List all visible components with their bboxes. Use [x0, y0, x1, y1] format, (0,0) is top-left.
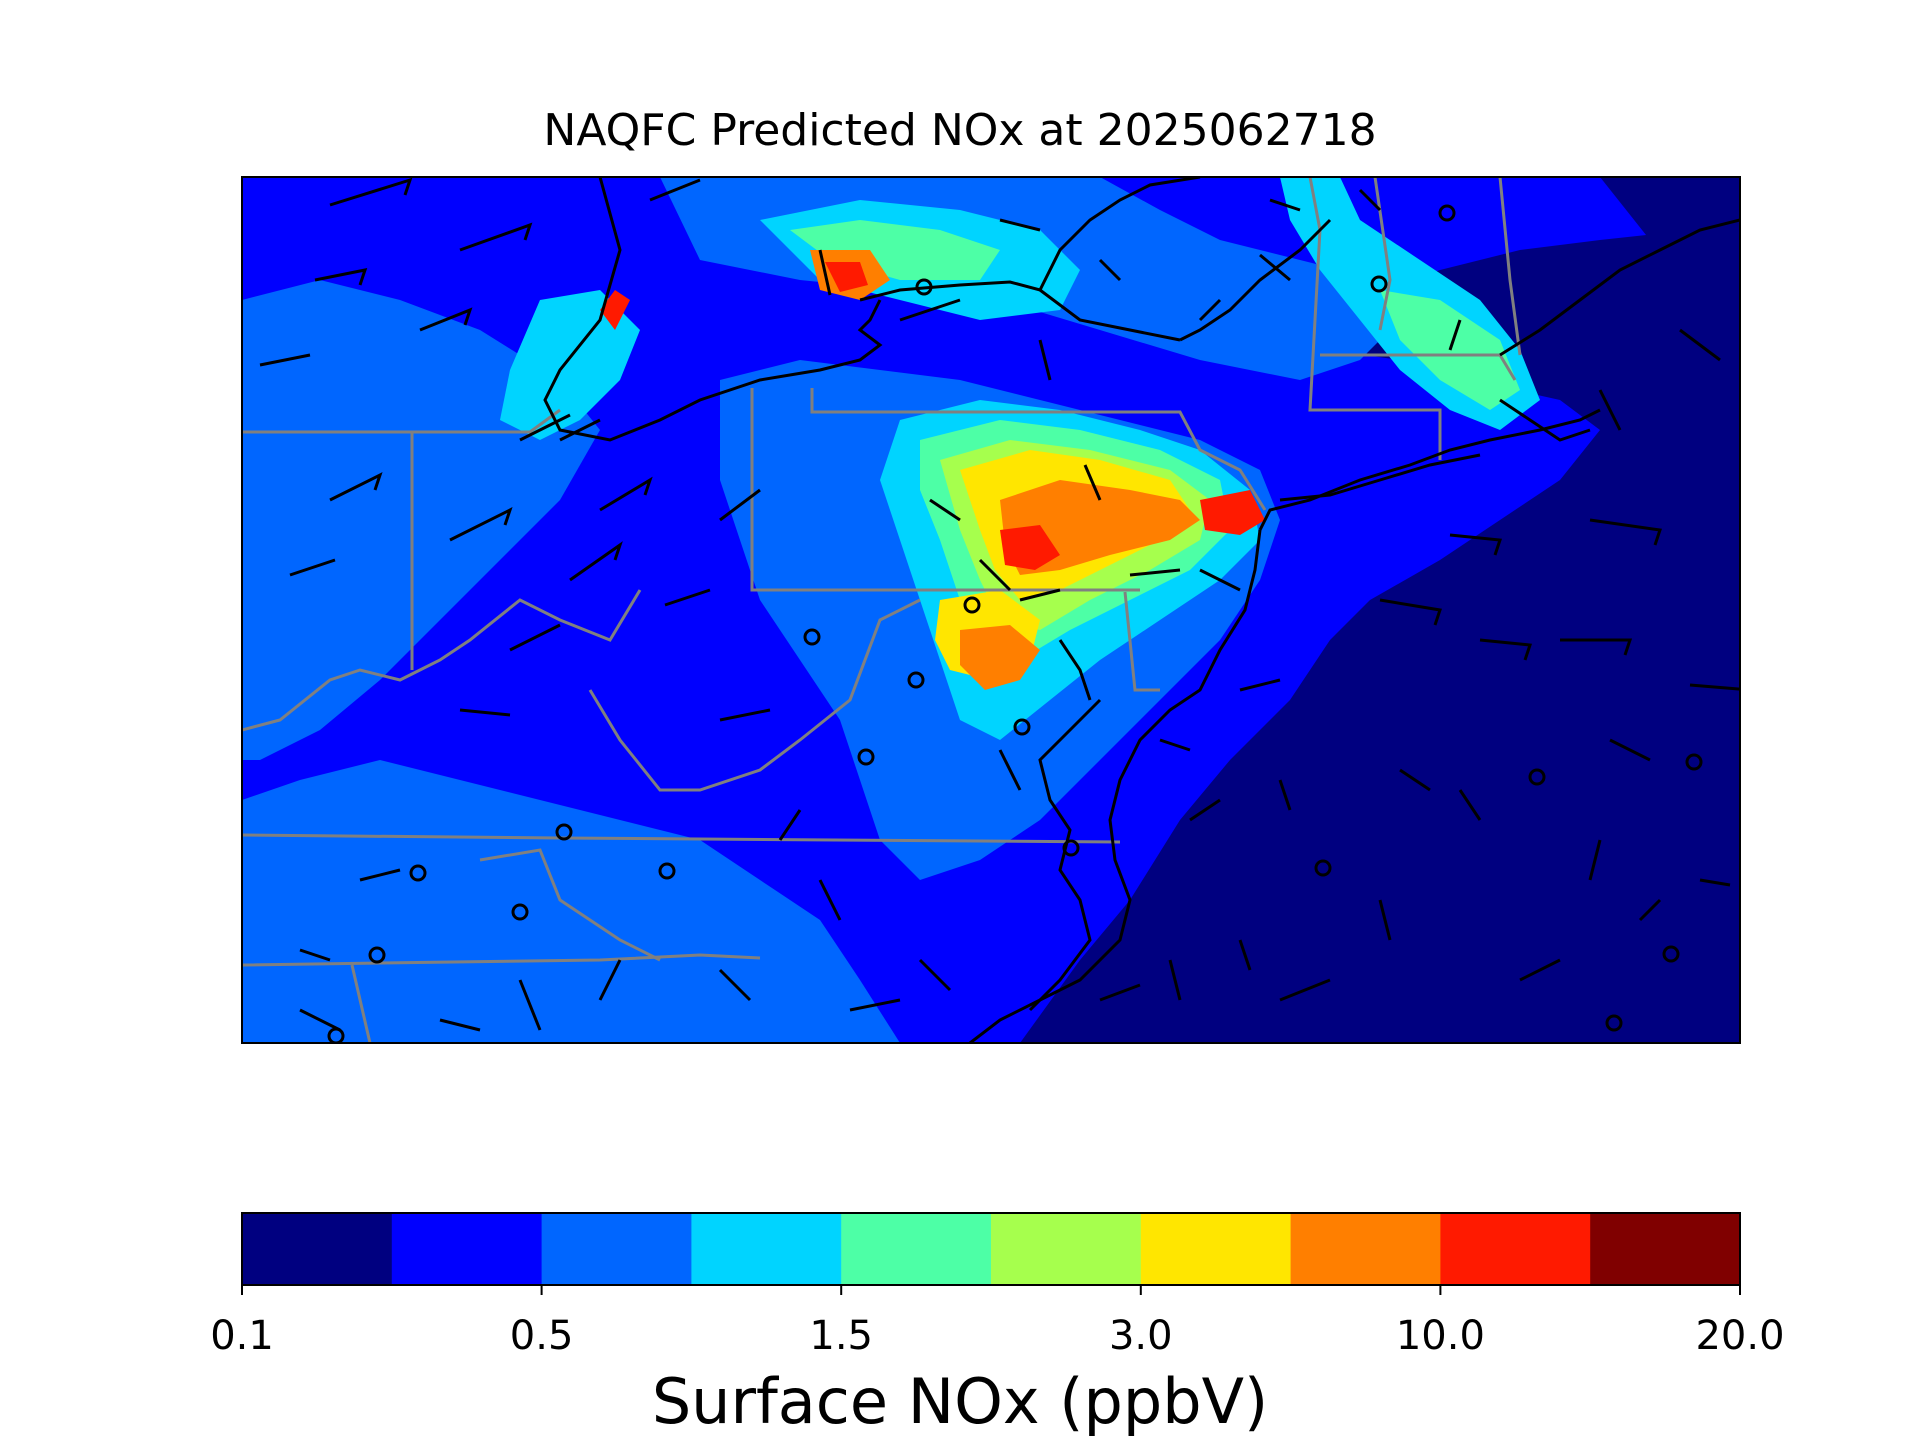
colorbar-tick-label: 0.1: [210, 1313, 274, 1359]
colorbar-label: Surface NOx (ppbV): [651, 1365, 1269, 1438]
colorbar-tick-label: 0.5: [509, 1313, 574, 1359]
colorbar-segment-3: [691, 1213, 842, 1285]
colorbar-ticks: [241, 1285, 1741, 1295]
colorbar-frame: [241, 1212, 1741, 1286]
colorbar-segment-9: [1590, 1213, 1741, 1285]
station-markers: [327, 204, 1703, 1043]
colorbar-segment-8: [1440, 1213, 1591, 1285]
colorbar-segment-4: [841, 1213, 992, 1285]
cyan-plume-erie: [500, 290, 640, 440]
colorbar-segment-0: [242, 1213, 393, 1285]
colorbar-segment-2: [541, 1213, 692, 1285]
colorbar-segment-7: [1290, 1213, 1441, 1285]
green-region-north: [790, 220, 1000, 280]
colorbar-tick-label: 3.0: [1108, 1313, 1173, 1359]
map-frame: [241, 176, 1741, 1044]
red-hotspot-nyc: [1200, 490, 1265, 535]
page-title: NAQFC Predicted NOx at 2025062718: [543, 105, 1377, 156]
colorbar-segment-6: [1140, 1213, 1292, 1285]
ocean-low-region-south: [1120, 870, 1340, 1043]
wind-barbs: [259, 177, 1740, 1032]
mid-level-region-south: [242, 760, 900, 1043]
ocean-low-region: [1020, 225, 1740, 1043]
red-hotspot-buffalo: [825, 262, 868, 292]
northeast-low-region: [1600, 177, 1740, 240]
coastline: [543, 177, 1740, 1043]
red-hotspot-pa: [1000, 525, 1060, 570]
map-area: [242, 177, 1740, 1043]
colorbar-tick-label: 10.0: [1395, 1313, 1485, 1359]
colorbar-tick-label: 1.5: [809, 1313, 873, 1359]
colorbar-segment-5: [991, 1213, 1142, 1285]
orange-region-baltimore: [960, 625, 1040, 690]
colorbar: [242, 1213, 1741, 1285]
colorbar-segment-1: [391, 1213, 543, 1285]
red-hotspot-erie: [600, 290, 630, 330]
colorbar-tick-label: 20.0: [1695, 1313, 1785, 1359]
